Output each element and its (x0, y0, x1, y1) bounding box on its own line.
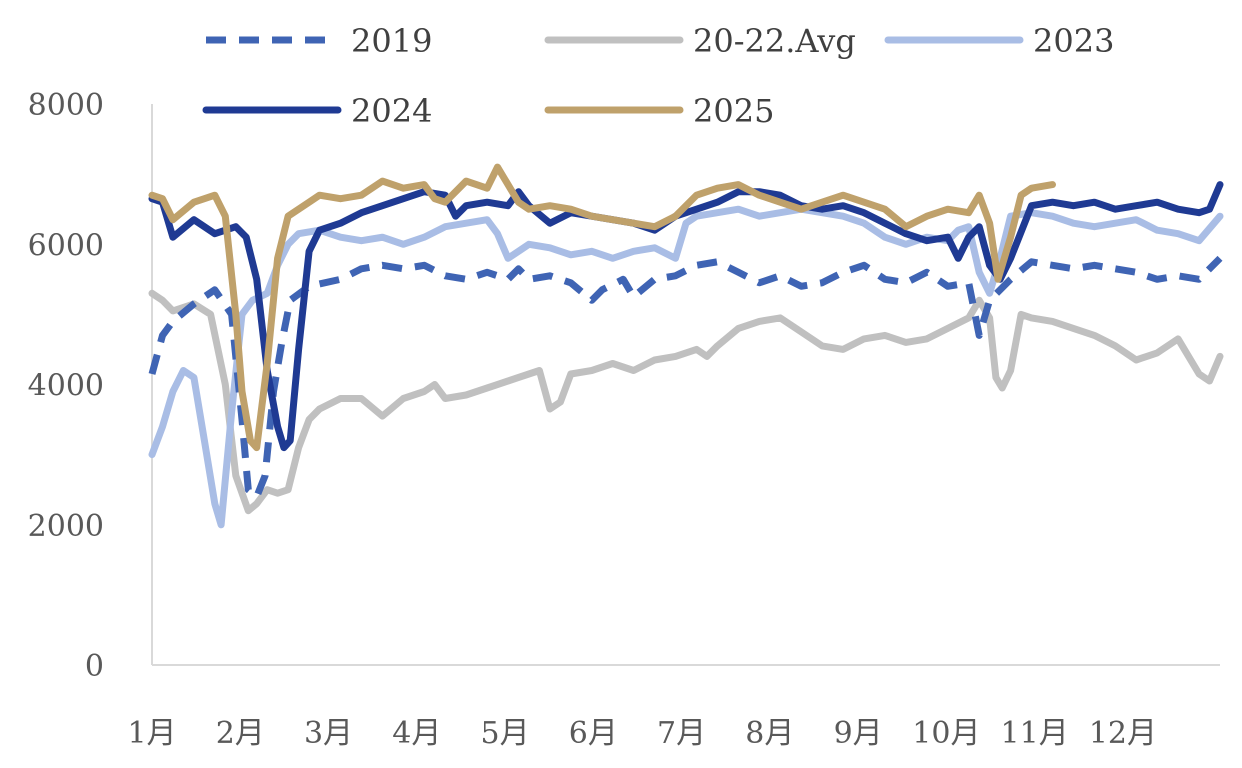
x-tick-label: 3月 (304, 716, 353, 751)
legend-label: 2025 (693, 92, 774, 130)
chart-legend: 2019 20-22.Avg 2023 2024 2025 (202, 22, 1114, 130)
chart-axes: 0 2000 4000 6000 8000 1月 2月 3月 4月 5月 6月 7月 8月 9月 10月 11… (28, 88, 1220, 751)
legend-label: 2023 (1033, 22, 1114, 60)
x-tick-label: 11月 (1001, 716, 1069, 751)
legend-item: 2023 (884, 22, 1114, 60)
y-tick-label: 6000 (28, 228, 104, 263)
series-line-20-22-avg (148, 289, 1224, 515)
x-tick-label: 2月 (216, 716, 265, 751)
x-tick-label: 6月 (569, 716, 618, 751)
x-tick-label: 5月 (481, 716, 530, 751)
series-line-2019 (148, 255, 1223, 501)
legend-item: 20-22.Avg (544, 22, 856, 60)
x-tick-label: 9月 (834, 716, 883, 751)
y-tick-label: 8000 (28, 88, 104, 123)
x-tick-label: 1月 (127, 716, 176, 751)
x-tick-label: 12月 (1089, 716, 1157, 751)
y-tick-label: 4000 (28, 369, 104, 404)
legend-item: 2025 (544, 92, 774, 130)
x-tick-label: 7月 (657, 716, 706, 751)
chart-series (148, 163, 1224, 529)
series-line-2023 (148, 205, 1224, 529)
series-line-2025 (148, 163, 1056, 452)
legend-item: 2019 (206, 22, 432, 60)
y-tick-label: 0 (85, 649, 104, 684)
x-tick-label: 8月 (745, 716, 794, 751)
x-tick-label: 4月 (392, 716, 441, 751)
legend-label: 20-22.Avg (693, 22, 856, 60)
legend-item: 2024 (202, 92, 432, 130)
y-tick-label: 2000 (28, 509, 104, 544)
legend-label: 2024 (351, 92, 432, 130)
legend-label: 2019 (351, 22, 432, 60)
x-tick-label: 10月 (912, 716, 980, 751)
